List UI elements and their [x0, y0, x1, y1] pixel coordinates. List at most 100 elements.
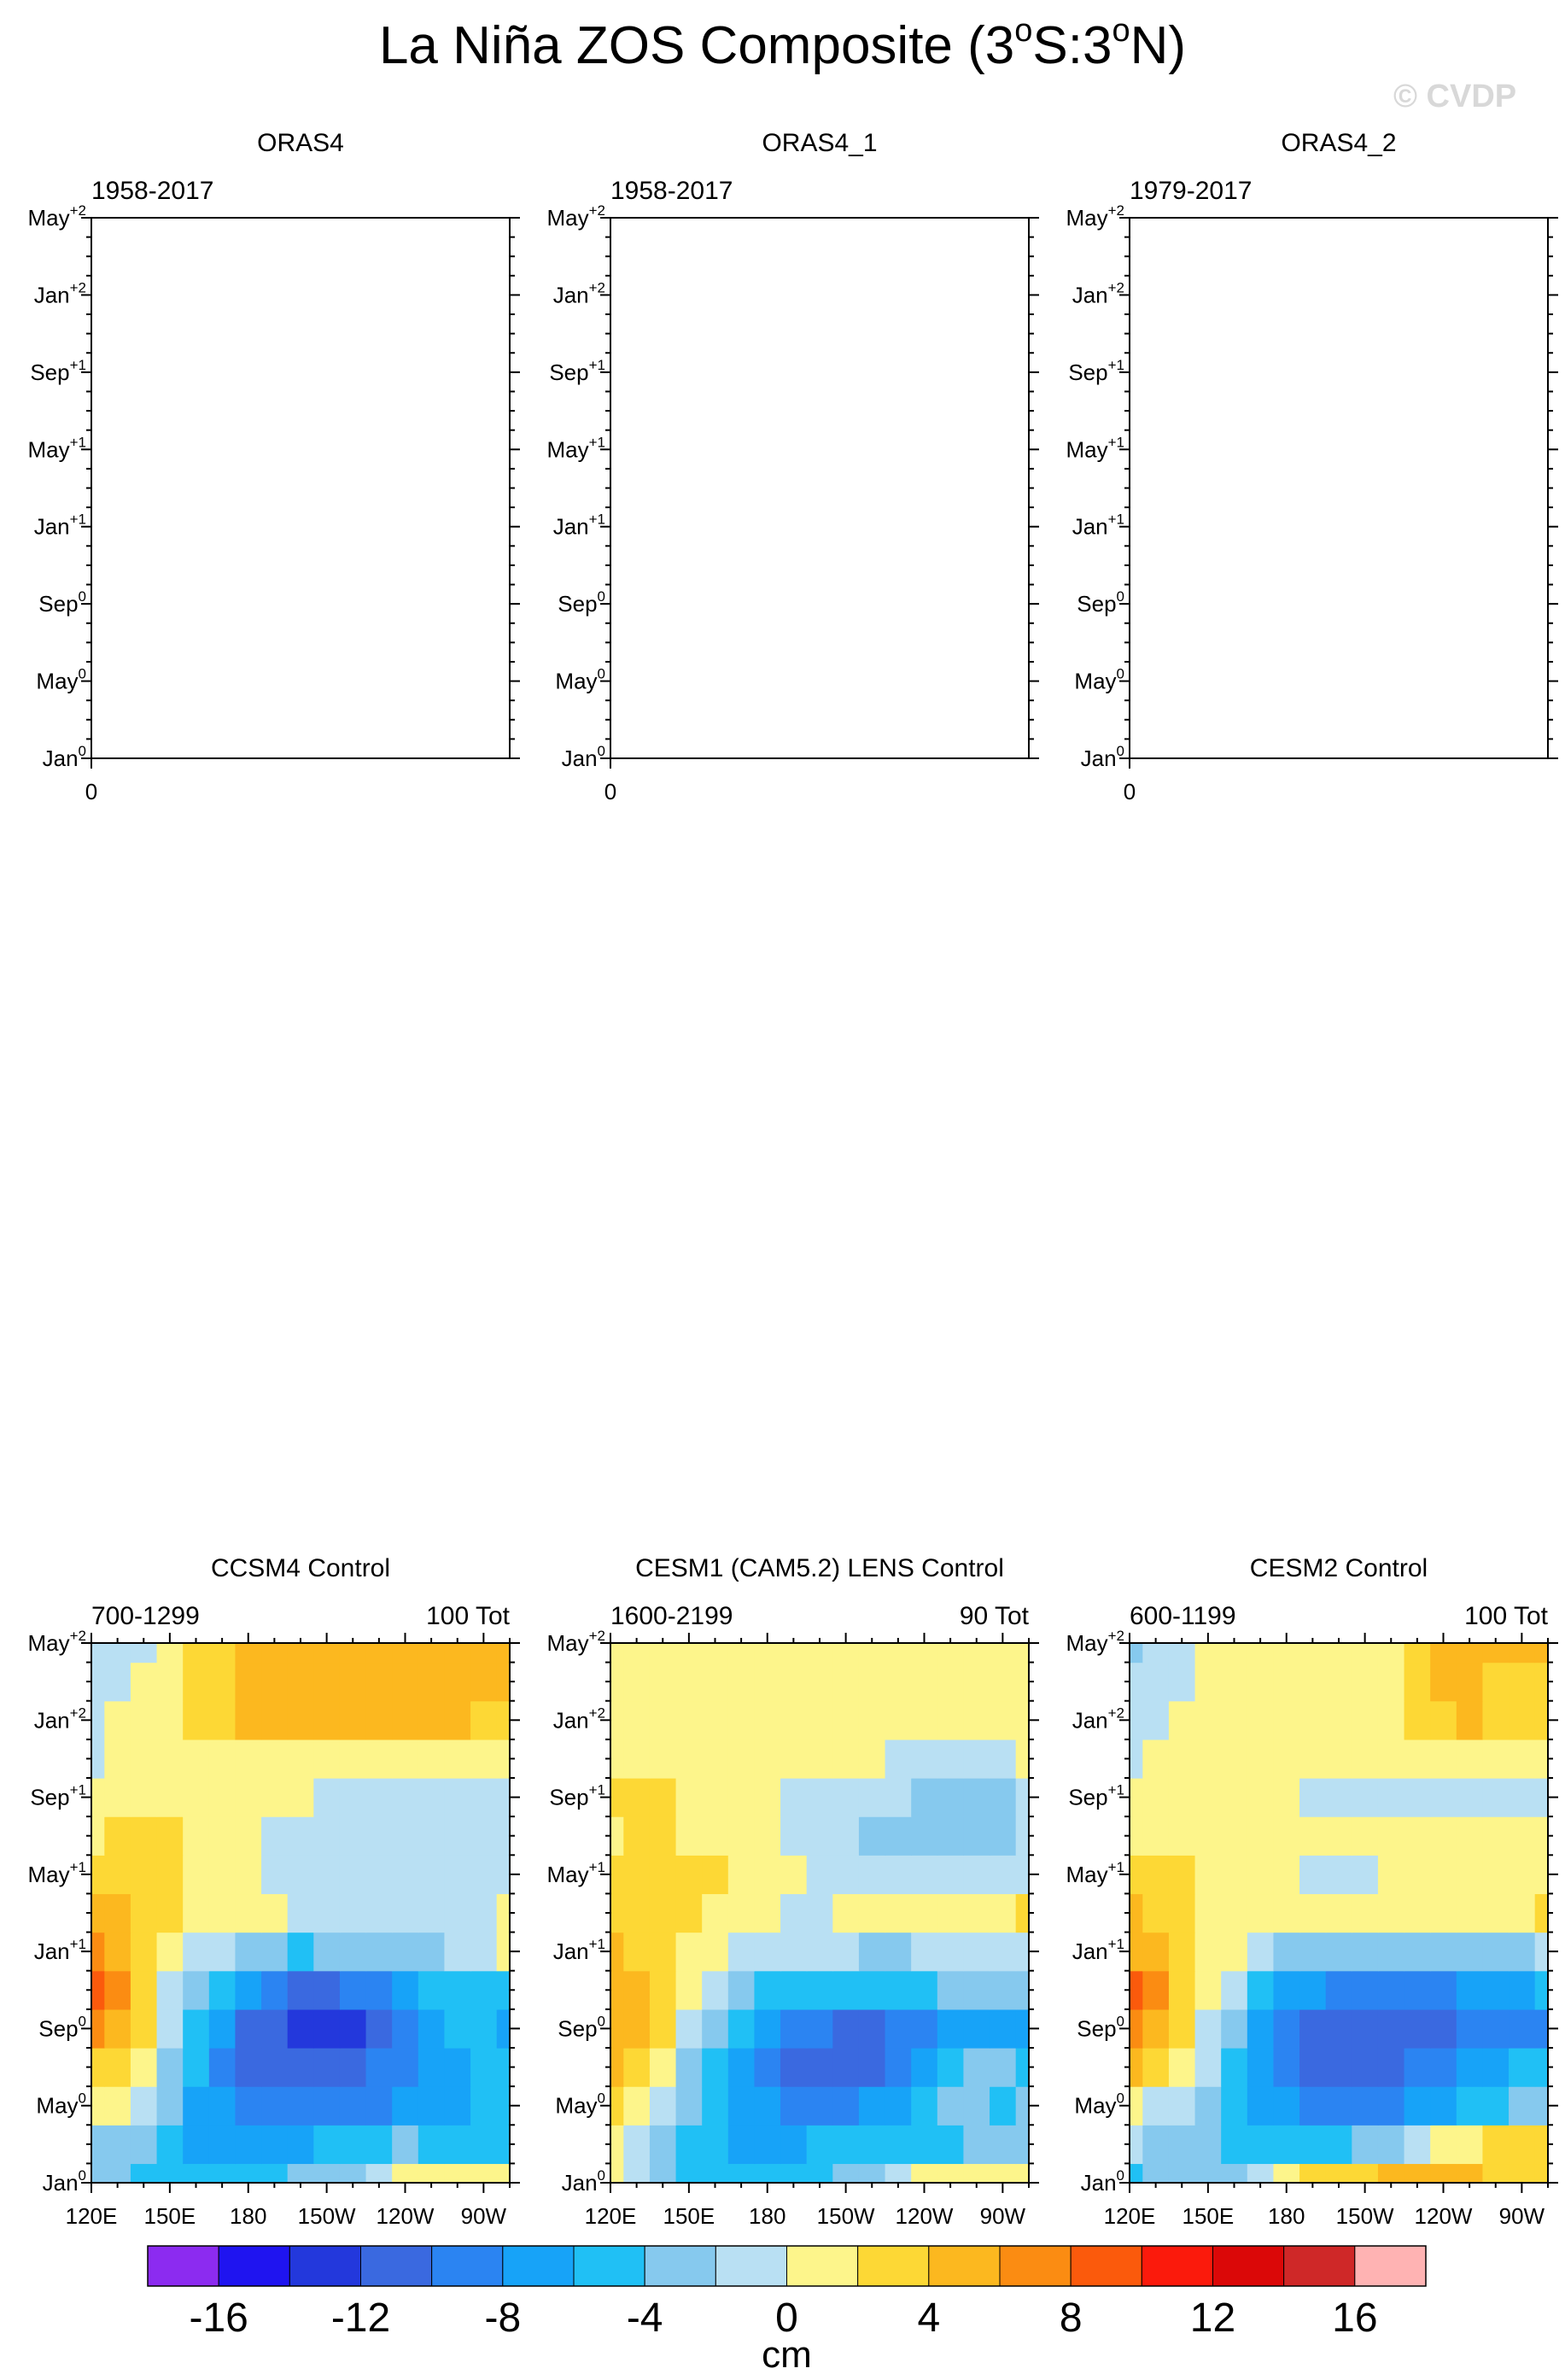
heat-cell	[1015, 1739, 1030, 1779]
heat-cell	[313, 1932, 341, 1972]
heat-cell	[1404, 2009, 1431, 2049]
colorbar-box	[147, 2245, 219, 2287]
heat-cell	[339, 1970, 367, 2010]
heat-cell	[1299, 1855, 1327, 1895]
heat-cell	[1404, 1970, 1431, 2010]
heat-cell	[1221, 1700, 1248, 1740]
heat-cell	[1194, 1932, 1222, 1972]
heat-cell	[1221, 1855, 1248, 1895]
heat-cell	[1352, 2086, 1379, 2126]
heat-cell	[392, 1893, 419, 1933]
heat-cell	[702, 1739, 729, 1779]
heat-cell	[858, 1970, 886, 2010]
heat-cell	[1509, 1816, 1536, 1856]
heat-cell	[261, 1778, 289, 1817]
heat-cell	[623, 1778, 651, 1817]
heat-cell	[1404, 2048, 1431, 2087]
heat-cell	[1534, 1739, 1549, 1779]
heat-cell	[183, 1970, 210, 2010]
heat-cell	[156, 2163, 184, 2184]
panel-title: CESM1 (CAM5.2) LENS Control	[635, 1554, 1004, 1582]
heat-cell	[313, 1893, 341, 1933]
colorbar-box	[1141, 2245, 1214, 2287]
heat-cell	[208, 1739, 237, 1779]
heat-cell	[623, 1700, 651, 1740]
heat-cell	[470, 1778, 498, 1817]
heat-cell	[287, 1643, 314, 1664]
y-tick-label: May+1	[1066, 434, 1124, 462]
heat-cell	[1130, 1893, 1143, 1933]
heat-cell	[780, 1643, 808, 1664]
heat-cell	[91, 2163, 105, 2184]
heat-cell	[1377, 2048, 1405, 2087]
heat-cell	[156, 1662, 184, 1702]
heat-cell	[418, 1643, 446, 1664]
heat-cell	[1299, 1700, 1327, 1740]
heat-cell	[156, 1893, 184, 1933]
heat-cell	[1194, 1662, 1222, 1702]
heat-cell	[365, 1970, 393, 2010]
heat-cell	[1015, 2125, 1030, 2165]
heat-cell	[339, 1739, 367, 1779]
heat-cell	[623, 2125, 651, 2165]
panel-4: CCSM4 Control 700-1299 100 Tot 120E 150E 180 1…	[66, 1554, 520, 2229]
colorbar-box	[786, 2245, 859, 2287]
heat-cell	[990, 2086, 1017, 2126]
heat-cell	[832, 2086, 860, 2126]
heat-cell	[496, 2048, 511, 2087]
heat-cell	[1430, 1970, 1457, 2010]
heat-cell	[1273, 1700, 1300, 1740]
heat-cell	[1325, 2125, 1352, 2165]
heat-cell	[1247, 1932, 1275, 1972]
heat-cell	[806, 1932, 833, 1972]
heat-cell	[832, 2125, 860, 2165]
y-tick-label: Sep+1	[30, 1782, 86, 1810]
heat-cell	[727, 1778, 756, 1817]
heat-cell	[392, 2009, 419, 2049]
heat-cell	[418, 1932, 446, 1972]
heat-cell	[1325, 1970, 1352, 2010]
heat-cell	[235, 1662, 262, 1702]
heat-cell	[444, 1739, 471, 1779]
colorbar-box	[1212, 2245, 1285, 2287]
heat-cell	[1534, 1855, 1549, 1895]
panel-years: 1600-2199	[610, 1602, 733, 1630]
heat-cell	[858, 1778, 886, 1817]
colorbar-box	[289, 2245, 362, 2287]
heat-cell	[1194, 1700, 1222, 1740]
heat-cell	[885, 1739, 912, 1779]
heat-cell	[208, 1778, 237, 1817]
y-tick-label: Sep+1	[30, 357, 86, 385]
heat-cell	[858, 1700, 886, 1740]
heat-cell	[858, 1932, 886, 1972]
heat-cell	[649, 2086, 677, 2126]
heat-cell	[339, 1855, 367, 1895]
heat-cell	[1430, 1932, 1457, 1972]
heat-cell	[104, 1932, 131, 1972]
heat-cell	[365, 1700, 393, 1740]
heat-cell	[496, 2009, 511, 2049]
heat-cell	[444, 1778, 471, 1817]
heat-cell	[885, 2009, 912, 2049]
heat-cell	[754, 2009, 781, 2049]
colorbar-box	[1354, 2245, 1427, 2287]
y-tick-label: May+2	[1066, 1628, 1124, 1656]
heat-cell	[1377, 1816, 1405, 1856]
heat-cell	[885, 2163, 912, 2184]
heat-cell	[937, 2125, 965, 2165]
panel-title: CESM2 Control	[1250, 1554, 1428, 1582]
heat-cell	[1352, 1643, 1379, 1664]
heat-cell	[1142, 1816, 1170, 1856]
heat-cell	[444, 1932, 471, 1972]
heat-cell	[313, 1778, 341, 1817]
heat-cell	[444, 2048, 471, 2087]
heat-cell	[392, 2048, 419, 2087]
heat-cell	[496, 1662, 511, 1702]
heat-cell	[754, 2086, 781, 2126]
heat-cell	[1509, 1739, 1536, 1779]
heat-cell	[470, 2048, 498, 2087]
heat-cell	[990, 1662, 1017, 1702]
heat-cell	[496, 1739, 511, 1779]
heat-cell	[1015, 1932, 1030, 1972]
heat-cell	[963, 1700, 990, 1740]
